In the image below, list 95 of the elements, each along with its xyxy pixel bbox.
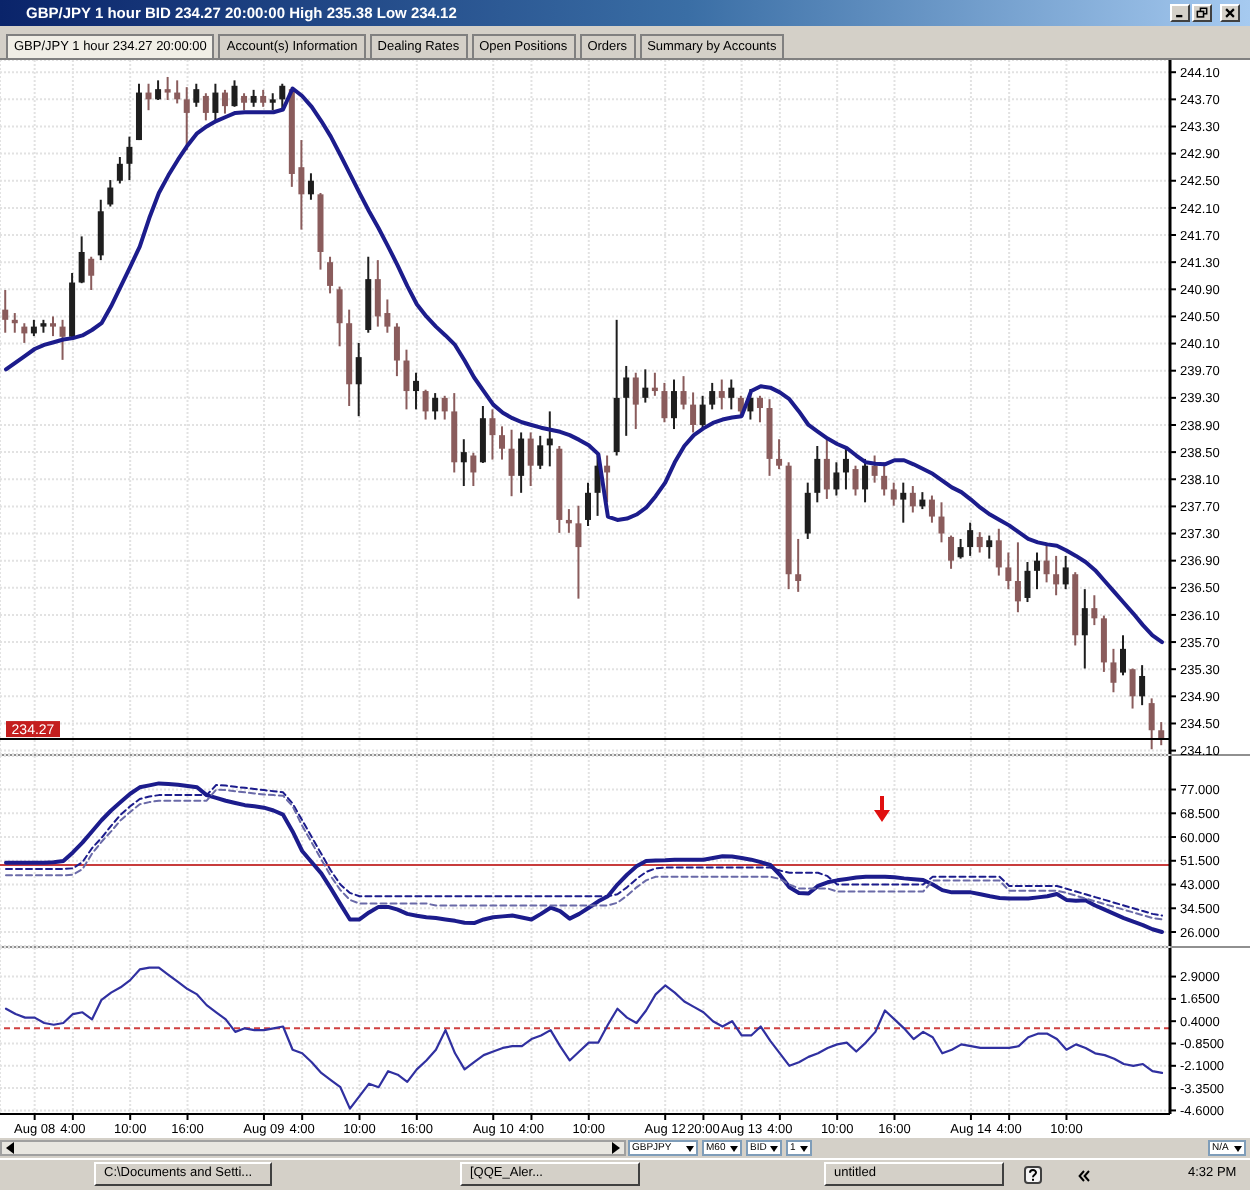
candlestick bbox=[957, 537, 964, 560]
candlestick bbox=[537, 434, 544, 471]
candlestick bbox=[231, 79, 238, 108]
candlestick bbox=[948, 534, 955, 570]
candlestick bbox=[355, 341, 362, 418]
candlestick bbox=[1043, 544, 1050, 584]
candlestick bbox=[126, 135, 133, 182]
candlestick bbox=[565, 508, 572, 534]
candlestick bbox=[862, 457, 869, 504]
candlestick bbox=[823, 438, 830, 500]
candlestick bbox=[193, 82, 200, 108]
candlestick bbox=[728, 378, 735, 411]
candlestick bbox=[709, 381, 716, 411]
candlestick bbox=[976, 531, 983, 554]
candlestick bbox=[842, 445, 849, 491]
candlestick bbox=[88, 255, 95, 291]
candlestick bbox=[135, 82, 142, 142]
candlestick bbox=[403, 348, 410, 411]
candlestick bbox=[49, 315, 56, 338]
candlestick bbox=[623, 364, 630, 437]
candlestick bbox=[2, 288, 9, 334]
candlestick bbox=[871, 454, 878, 484]
candlestick bbox=[718, 378, 725, 411]
candlestick bbox=[518, 431, 525, 494]
candlestick bbox=[1091, 594, 1098, 627]
candlestick bbox=[1100, 614, 1107, 673]
candlestick bbox=[327, 255, 334, 295]
candlestick bbox=[690, 391, 697, 434]
candlestick bbox=[642, 368, 649, 404]
candlestick bbox=[107, 179, 114, 208]
candlestick bbox=[336, 285, 343, 348]
candlestick bbox=[651, 371, 658, 397]
candlestick bbox=[814, 445, 821, 504]
candlestick bbox=[470, 451, 477, 488]
candlestick bbox=[164, 75, 171, 102]
candlestick bbox=[699, 394, 706, 431]
candlestick bbox=[1024, 561, 1031, 604]
candlestick bbox=[460, 438, 467, 488]
candlestick bbox=[508, 428, 515, 498]
candlestick bbox=[422, 388, 429, 421]
candlestick bbox=[393, 322, 400, 378]
candlestick bbox=[938, 501, 945, 544]
candlestick bbox=[202, 92, 209, 122]
candlestick bbox=[881, 461, 888, 497]
candlestick bbox=[575, 504, 582, 600]
candlestick bbox=[795, 537, 802, 593]
candlestick bbox=[928, 494, 935, 524]
candlestick bbox=[1129, 667, 1136, 710]
candlestick bbox=[995, 527, 1002, 577]
candlestick bbox=[756, 394, 763, 424]
candlestick bbox=[661, 381, 668, 424]
candlestick bbox=[632, 371, 639, 431]
candlestick bbox=[1005, 551, 1012, 591]
candlestick bbox=[11, 312, 18, 334]
candlestick bbox=[489, 408, 496, 461]
candlestick bbox=[155, 79, 162, 102]
candlestick bbox=[183, 86, 190, 152]
candlestick bbox=[1034, 551, 1041, 591]
candlestick bbox=[986, 534, 993, 560]
candlestick bbox=[1053, 554, 1060, 597]
candlestick bbox=[1014, 541, 1021, 614]
candlestick bbox=[441, 394, 448, 421]
candlestick bbox=[909, 485, 916, 514]
candlestick bbox=[670, 378, 677, 431]
candlestick bbox=[59, 318, 66, 361]
candlestick bbox=[1158, 721, 1165, 747]
candlestick bbox=[97, 198, 104, 262]
line-series bbox=[4, 966, 1164, 1110]
candlestick bbox=[1110, 647, 1117, 694]
candlestick bbox=[499, 425, 506, 461]
candlestick bbox=[585, 481, 591, 528]
candlestick bbox=[1062, 554, 1069, 591]
candlestick bbox=[212, 82, 219, 125]
candlestick bbox=[1148, 697, 1155, 751]
candlestick bbox=[78, 235, 85, 285]
candlestick bbox=[900, 481, 907, 524]
candlestick bbox=[279, 82, 286, 112]
candlestick bbox=[1139, 664, 1146, 707]
candlestick bbox=[1081, 588, 1088, 670]
candlestick bbox=[804, 481, 811, 540]
line-series bbox=[4, 86, 1164, 645]
candlestick bbox=[413, 371, 420, 411]
candlestick bbox=[221, 88, 228, 115]
candlestick bbox=[776, 438, 783, 471]
candlestick bbox=[890, 481, 897, 507]
candlestick bbox=[833, 461, 840, 497]
candlestick bbox=[527, 431, 534, 488]
candlestick bbox=[307, 172, 314, 201]
candlestick bbox=[967, 521, 974, 557]
candlestick bbox=[1120, 634, 1127, 677]
candlestick bbox=[116, 156, 123, 185]
candlestick bbox=[432, 392, 439, 421]
candlestick bbox=[680, 375, 687, 411]
candlestick bbox=[479, 404, 486, 464]
candlestick bbox=[852, 464, 859, 497]
